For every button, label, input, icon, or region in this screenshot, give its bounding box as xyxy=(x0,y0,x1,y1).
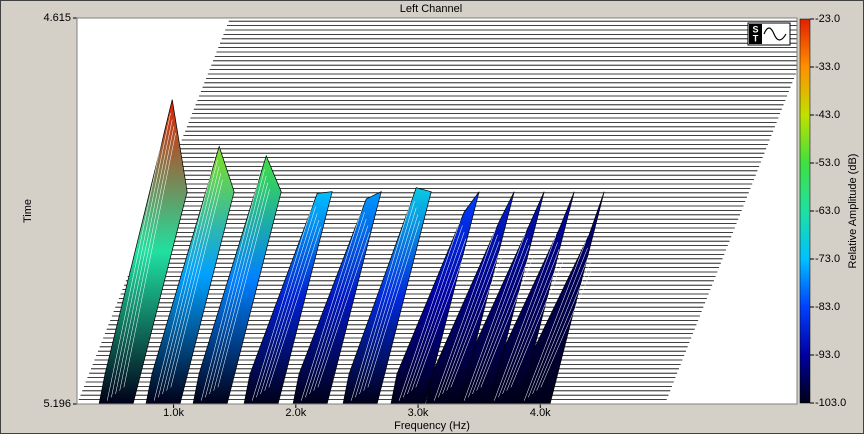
svg-text:S: S xyxy=(752,24,758,34)
ridge-contour xyxy=(398,218,462,401)
ridge-contour xyxy=(115,119,173,395)
ridge-contour xyxy=(355,200,415,398)
x-tick-label: 2.0k xyxy=(285,407,306,419)
logo: S T xyxy=(747,22,791,46)
ridge-contour xyxy=(532,254,590,395)
chart-title: Left Channel xyxy=(400,3,462,15)
ridge-contour xyxy=(300,205,364,401)
ridge-contour xyxy=(350,194,414,401)
ridge-contour xyxy=(468,238,528,398)
ridge-contour xyxy=(209,175,267,395)
ridge-contour xyxy=(438,234,498,398)
colorbar-tick-label: -93.0 xyxy=(815,349,840,361)
x-axis-label: Frequency (Hz) xyxy=(394,420,470,432)
ridge-contour xyxy=(213,182,269,391)
x-tick-label: 4.0k xyxy=(530,407,551,419)
colorbar-tick-label: -43.0 xyxy=(815,109,840,121)
ridge-contour xyxy=(493,235,557,401)
colorbar-tick-label: -83.0 xyxy=(815,301,840,313)
svg-text:T: T xyxy=(753,33,759,43)
ridge-contour xyxy=(309,218,367,395)
ridge-contour xyxy=(476,251,532,391)
ridge-contour xyxy=(264,219,320,391)
ridge-contour xyxy=(480,258,533,388)
ridge-contour xyxy=(540,267,593,388)
ridge-contour xyxy=(217,189,270,388)
ridge xyxy=(98,99,188,404)
ridge-contour xyxy=(450,254,503,388)
ridge-contour xyxy=(359,207,417,395)
colorbar-tick-label: -103.0 xyxy=(815,397,846,409)
colorbar-label: Relative Amplitude (dB) xyxy=(847,154,859,269)
ridge xyxy=(390,191,480,404)
ridge-contour xyxy=(433,228,497,401)
ridge-contour xyxy=(313,225,369,391)
colorbar-tick-label: -23.0 xyxy=(815,13,840,25)
ridge-contour xyxy=(170,179,223,388)
ridge-contour xyxy=(510,262,563,388)
ridge-contour xyxy=(162,166,220,395)
ridge-contour xyxy=(411,238,467,391)
ridge-contour xyxy=(256,206,316,398)
plot xyxy=(77,20,797,404)
ridge-contour xyxy=(498,242,558,398)
ridge-contour xyxy=(472,245,530,395)
ridge-contour xyxy=(446,248,502,391)
colorbar-tick-label: -53.0 xyxy=(815,157,840,169)
ridge-contour xyxy=(158,159,218,398)
plot-border xyxy=(76,17,798,405)
ridge-contour xyxy=(305,212,365,398)
ridge xyxy=(145,145,235,404)
ridge-contour xyxy=(111,112,171,398)
ridge-contour xyxy=(268,226,321,388)
ridge-contour xyxy=(200,162,264,401)
ridge-contour xyxy=(403,225,463,398)
y-axis-label: Time xyxy=(22,199,34,223)
ridge-contour xyxy=(123,132,176,388)
ridge-contour xyxy=(260,213,318,395)
ridge-contour xyxy=(415,245,468,388)
ridge-contour xyxy=(407,232,465,395)
x-tick-label: 3.0k xyxy=(408,407,429,419)
ridge-contour xyxy=(251,199,315,401)
colorbar-tick-label: -63.0 xyxy=(815,205,840,217)
colorbar-tick-label: -73.0 xyxy=(815,253,840,265)
ridge xyxy=(243,191,333,404)
ridge-contour xyxy=(523,241,587,401)
ridge-contour xyxy=(528,247,588,398)
ridge-contour xyxy=(106,106,170,401)
ridge-contour xyxy=(166,173,222,391)
ridge-contour xyxy=(363,214,419,391)
colorbar xyxy=(799,18,811,404)
ridge-contour xyxy=(317,232,370,388)
ridge-contour xyxy=(506,255,562,391)
y-tick-label: 4.615 xyxy=(43,12,71,24)
ridge xyxy=(192,154,282,404)
colorbar-tick-label: -33.0 xyxy=(815,61,840,73)
ridge-contour xyxy=(205,169,265,398)
ridge-contour xyxy=(463,231,527,401)
ridge xyxy=(342,187,432,404)
ridge-contour xyxy=(536,261,592,391)
y-tick-label: 5.196 xyxy=(43,398,71,410)
ridge-contour xyxy=(153,153,217,401)
ridge-contour xyxy=(442,241,500,395)
ridge-contour xyxy=(502,248,560,395)
ridge-contour xyxy=(367,220,420,388)
x-tick-label: 1.0k xyxy=(163,407,184,419)
ridge-contour xyxy=(119,126,175,391)
